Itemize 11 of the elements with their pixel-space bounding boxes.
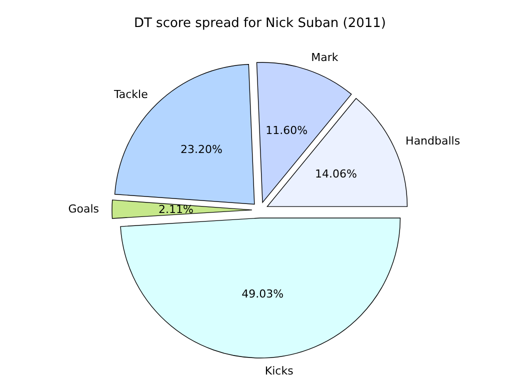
slice-label: Mark (311, 50, 339, 64)
slice-label: Kicks (264, 364, 294, 378)
slice-label: Goals (68, 202, 100, 216)
chart-title: DT score spread for Nick Suban (2011) (132, 16, 388, 31)
slice-label: Tackle (112, 88, 148, 101)
data-label: 23.20% (180, 143, 222, 156)
slice-label: Handballs (406, 134, 460, 148)
data-label: 11.60% (266, 124, 308, 137)
data-label: 2.11% (158, 203, 194, 216)
data-label: 14.06% (314, 168, 357, 181)
data-label: 49.03% (242, 287, 284, 300)
